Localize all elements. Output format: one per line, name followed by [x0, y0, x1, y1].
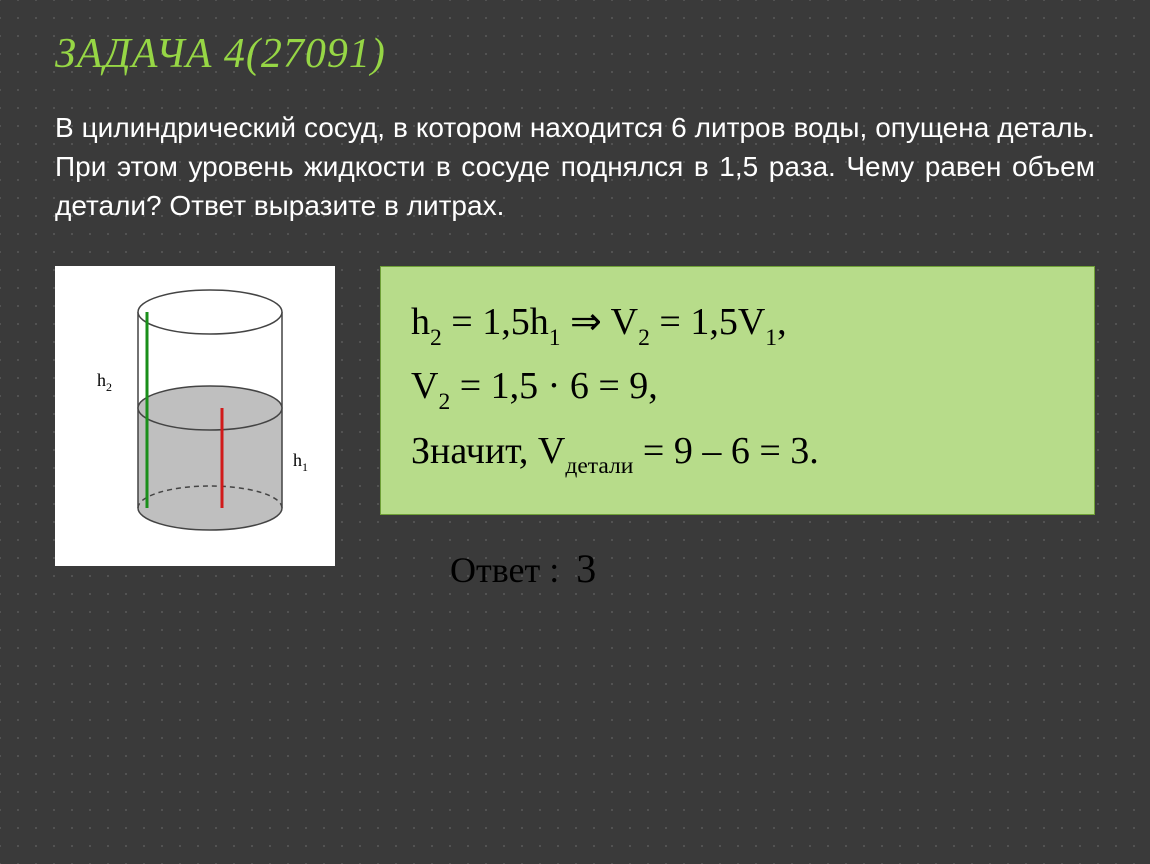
h1-label-sub: 1 [302, 460, 308, 474]
l1-eq2: = 1,5 [650, 301, 738, 343]
h2-label: h2 [97, 370, 112, 394]
l2-expr: = 1,5 · 6 = 9, [450, 365, 658, 407]
l3-vd: V [538, 430, 565, 472]
l1-v2: V [611, 301, 638, 343]
l1-h2-sub: 2 [430, 325, 442, 351]
solution-line-1: h2 = 1,5h1 ⇒ V2 = 1,5V1, [411, 291, 1064, 355]
h1-label: h1 [293, 450, 308, 474]
l2-v2: V [411, 365, 438, 407]
cylinder-svg: h2 h1 [55, 266, 335, 566]
l3-lead: Значит, [411, 430, 538, 472]
l1-h2: h [411, 301, 430, 343]
content-row: h2 h1 h2 = 1,5h1 ⇒ V2 = 1,5V1, V2 = 1,5 … [55, 266, 1095, 592]
l1-v1-sub: 1 [765, 325, 777, 351]
l3-expr: = 9 – 6 = 3. [633, 430, 818, 472]
answer-label: Ответ : [450, 550, 559, 590]
l1-h1-sub: 1 [549, 325, 561, 351]
slide: ЗАДАЧА 4(27091) В цилиндрический сосуд, … [0, 0, 1150, 864]
right-column: h2 = 1,5h1 ⇒ V2 = 1,5V1, V2 = 1,5 · 6 = … [380, 266, 1095, 592]
solution-line-3: Значит, Vдетали = 9 – 6 = 3. [411, 420, 1064, 484]
cylinder-top [138, 290, 282, 334]
cylinder-diagram: h2 h1 [55, 266, 335, 566]
l1-v2-sub: 2 [638, 325, 650, 351]
answer-value: 3 [576, 546, 596, 591]
l2-v2-sub: 2 [438, 389, 450, 415]
answer-row: Ответ : 3 [450, 545, 1095, 592]
water-surface [138, 386, 282, 430]
l1-arrow: ⇒ [561, 301, 611, 343]
l3-vd-sub: детали [565, 453, 633, 479]
l1-h1: h [530, 301, 549, 343]
l1-v1: V [738, 301, 765, 343]
l1-eq: = 1,5 [442, 301, 530, 343]
h2-label-sub: 2 [106, 380, 112, 394]
solution-line-2: V2 = 1,5 · 6 = 9, [411, 355, 1064, 419]
problem-text: В цилиндрический сосуд, в котором находи… [55, 108, 1095, 226]
slide-title: ЗАДАЧА 4(27091) [55, 30, 1095, 78]
l1-tail: , [777, 301, 787, 343]
solution-box: h2 = 1,5h1 ⇒ V2 = 1,5V1, V2 = 1,5 · 6 = … [380, 266, 1095, 515]
